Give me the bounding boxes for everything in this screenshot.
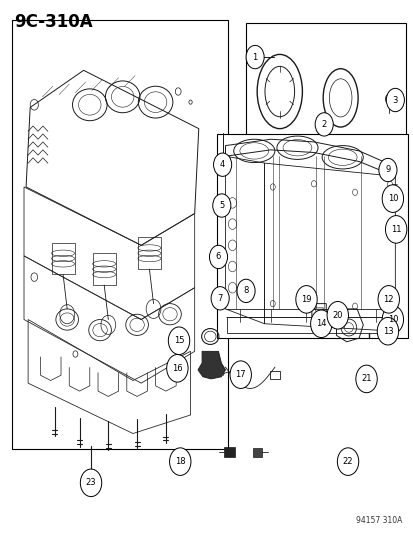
Circle shape <box>245 45 263 69</box>
Text: 10: 10 <box>387 315 397 324</box>
Circle shape <box>314 113 332 136</box>
Circle shape <box>385 216 406 243</box>
Text: 6: 6 <box>215 253 221 262</box>
Text: 2: 2 <box>321 120 326 129</box>
Bar <box>269 371 279 379</box>
Text: 1: 1 <box>252 53 257 62</box>
Text: 14: 14 <box>315 319 326 328</box>
Circle shape <box>166 354 188 382</box>
Text: 12: 12 <box>382 295 393 304</box>
Text: 94157 310A: 94157 310A <box>355 516 401 525</box>
Bar <box>217 134 408 338</box>
Bar <box>52 243 74 274</box>
Circle shape <box>310 310 331 337</box>
Text: 17: 17 <box>235 370 245 379</box>
Circle shape <box>211 287 229 310</box>
Circle shape <box>80 469 102 497</box>
Bar <box>224 447 234 457</box>
Text: 8: 8 <box>243 286 248 295</box>
Circle shape <box>326 302 348 329</box>
Circle shape <box>385 88 404 112</box>
Circle shape <box>168 327 189 354</box>
Text: 10: 10 <box>387 194 397 203</box>
Circle shape <box>237 279 254 303</box>
Circle shape <box>169 448 190 475</box>
Circle shape <box>378 158 396 182</box>
Text: 5: 5 <box>218 201 224 210</box>
Circle shape <box>376 317 398 345</box>
Circle shape <box>381 185 403 213</box>
Text: 3: 3 <box>392 95 397 104</box>
Text: 4: 4 <box>219 160 225 169</box>
Text: 11: 11 <box>390 225 401 234</box>
Text: 20: 20 <box>332 311 342 320</box>
Text: 22: 22 <box>342 457 352 466</box>
Text: 9: 9 <box>385 166 389 174</box>
Text: 23: 23 <box>85 478 96 487</box>
Text: 18: 18 <box>175 457 185 466</box>
Text: 19: 19 <box>301 295 311 304</box>
Bar <box>252 448 261 457</box>
Text: 16: 16 <box>172 364 182 373</box>
Circle shape <box>381 306 403 333</box>
Circle shape <box>355 365 376 393</box>
Bar <box>245 22 406 136</box>
Circle shape <box>212 194 230 217</box>
Circle shape <box>213 153 231 176</box>
Circle shape <box>230 361 251 389</box>
Text: 9C-310A: 9C-310A <box>14 13 92 31</box>
Bar <box>12 20 227 449</box>
Circle shape <box>295 286 316 313</box>
Bar <box>138 237 161 269</box>
Text: 7: 7 <box>217 294 222 303</box>
Text: 13: 13 <box>382 327 392 336</box>
Circle shape <box>377 286 399 313</box>
Circle shape <box>209 245 227 269</box>
Text: 15: 15 <box>173 336 184 345</box>
Bar <box>93 253 115 285</box>
Circle shape <box>337 448 358 475</box>
Text: 21: 21 <box>361 374 371 383</box>
Polygon shape <box>197 351 225 379</box>
